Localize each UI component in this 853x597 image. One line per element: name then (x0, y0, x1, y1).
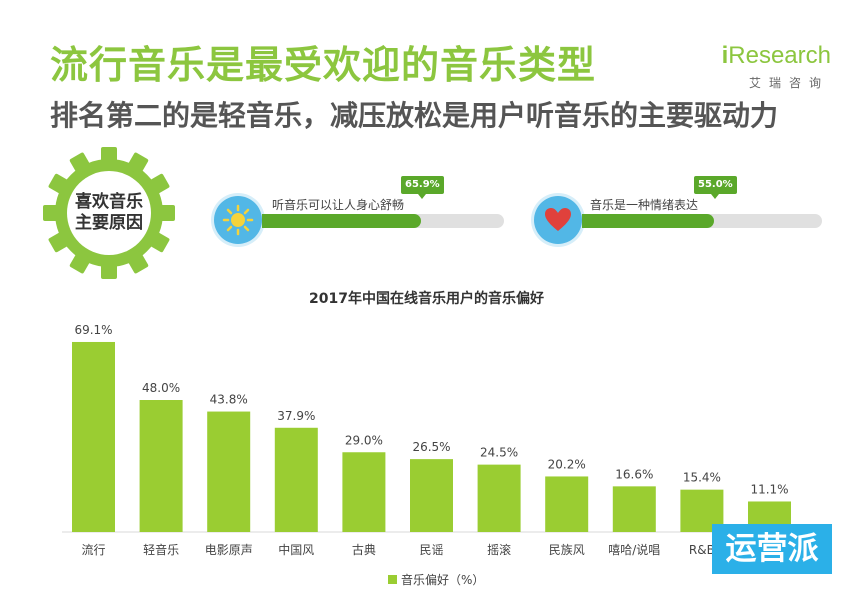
sun-icon (214, 196, 262, 244)
logo-cn: 艾瑞咨询 (748, 76, 829, 90)
category-label: 古典 (352, 542, 376, 557)
legend-swatch (388, 575, 397, 584)
bar-value-label: 26.5% (412, 440, 450, 454)
category-label: 流行 (81, 543, 105, 557)
category-label: 民族风 (549, 543, 585, 557)
legend-label: 音乐偏好（%） (401, 573, 485, 587)
category-label: 嘻哈/说唱 (608, 542, 660, 557)
bar-value-label: 20.2% (548, 457, 586, 471)
chart-legend: 音乐偏好（%） (388, 571, 484, 588)
bar-value-label: 43.8% (210, 393, 248, 407)
chart-bar (477, 464, 521, 532)
chart-bar (139, 400, 183, 532)
bar-value-label: 16.6% (615, 467, 653, 481)
chart-bar (72, 341, 115, 532)
iresearch-logo: iResearch 艾瑞咨询 (719, 40, 831, 95)
bar-value-label: 69.1% (74, 323, 112, 337)
reason-value-badge: 65.9% (401, 176, 444, 199)
reason-bar-track (262, 214, 504, 228)
category-label: 民谣 (419, 543, 443, 557)
category-label: 摇滚 (487, 542, 511, 557)
gear-icon (43, 147, 175, 279)
reason-text: 听音乐可以让人身心舒畅 (272, 198, 405, 212)
category-label: 电影原声 (205, 543, 253, 557)
chart-bar (410, 459, 453, 532)
gear-label-line1: 喜欢音乐 (75, 192, 143, 212)
gear-label-line2: 主要原因 (75, 213, 143, 233)
bar-value-label: 11.1% (750, 482, 788, 496)
category-label: R&B (689, 543, 715, 557)
bar-value-label: 48.0% (142, 381, 180, 395)
gear-badge: 喜欢音乐 主要原因 (42, 146, 176, 280)
bar-value-label: 24.5% (480, 446, 518, 460)
watermark: 运营派 (712, 524, 832, 574)
logo-name: Research (728, 42, 831, 69)
reason-value-badge: 55.0% (694, 176, 737, 199)
bar-value-label: 37.9% (277, 409, 315, 423)
chart-bar (342, 452, 386, 532)
chart-bar (545, 476, 589, 532)
category-label: 轻音乐 (143, 542, 179, 557)
chart-bar (612, 486, 656, 532)
category-label: 中国风 (278, 542, 314, 557)
page-title: 流行音乐是最受欢迎的音乐类型 (50, 43, 597, 87)
chart-bar (274, 427, 318, 532)
reason-text: 音乐是一种情绪表达 (590, 198, 699, 212)
chart-title: 2017年中国在线音乐用户的音乐偏好 (309, 291, 544, 307)
heart-icon (534, 196, 582, 244)
bar-value-label: 29.0% (345, 433, 383, 447)
logo-prefix: i (721, 42, 729, 69)
reason-bar-fill (262, 214, 421, 228)
page-subtitle: 排名第二的是轻音乐，减压放松是用户听音乐的主要驱动力 (50, 99, 779, 132)
chart-bar (207, 411, 251, 532)
reason-bar-track (582, 214, 822, 228)
bar-value-label: 15.4% (683, 471, 721, 485)
reason-bar-fill (582, 214, 714, 228)
